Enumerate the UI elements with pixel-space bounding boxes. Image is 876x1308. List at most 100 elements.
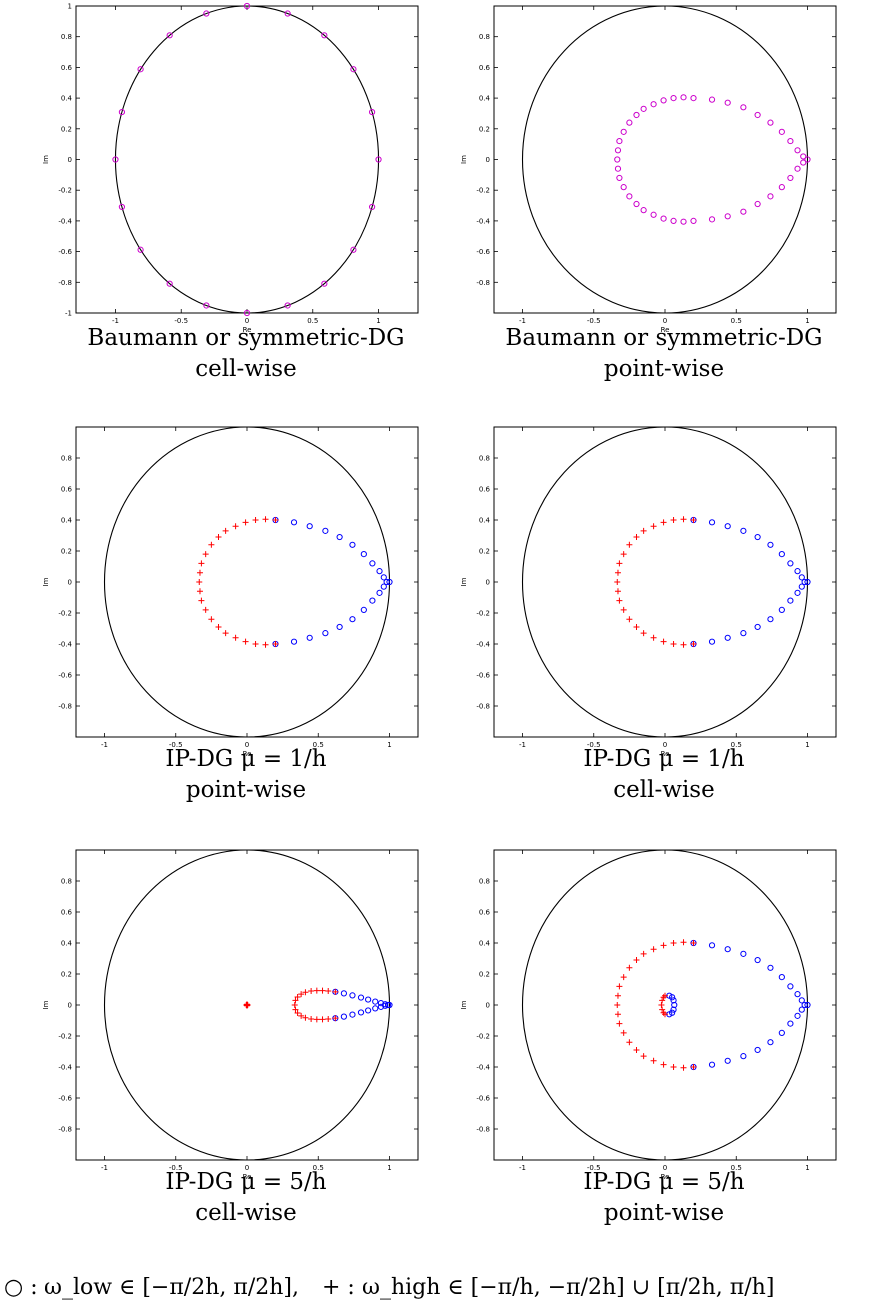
x-axis-label: Re — [243, 326, 252, 334]
plus-point — [690, 641, 697, 647]
plus-point — [662, 992, 668, 999]
legend: ○ : ω_low ∈ [−π/2h, π/2h], + : ω_high ∈ … — [4, 1275, 774, 1300]
plus-point — [670, 517, 677, 523]
x-axis-label: Re — [243, 750, 252, 758]
y-tick-label: 0 — [486, 156, 490, 164]
plus-point — [196, 569, 203, 576]
circle-point — [787, 174, 794, 182]
y-tick-label: 0.2 — [61, 548, 72, 556]
circle-point — [382, 1002, 389, 1009]
circle-point — [740, 104, 747, 111]
plus-point — [244, 1002, 250, 1008]
plus-point — [325, 1015, 332, 1022]
plus-point — [670, 940, 677, 946]
circle-point — [372, 998, 379, 1005]
high-frequency-series — [196, 516, 279, 648]
circle-point — [767, 1039, 774, 1046]
circle-point — [794, 165, 801, 172]
y-axis-label: Im — [42, 155, 50, 164]
plus-point — [215, 623, 222, 630]
circle-point — [377, 1003, 385, 1010]
circle-point — [357, 994, 365, 1001]
y-axis-label: Im — [460, 577, 468, 586]
x-tick-label: 0.5 — [731, 317, 742, 325]
circle-point — [724, 946, 731, 953]
plus-point — [633, 534, 640, 541]
circle-point — [616, 137, 623, 145]
circle-point — [633, 200, 640, 208]
circle-point — [660, 215, 667, 222]
circle-point — [322, 527, 329, 534]
circle-point — [118, 108, 126, 116]
plus-point — [626, 541, 633, 548]
circle-point — [708, 638, 716, 645]
circle-point — [754, 623, 761, 631]
plus-point — [198, 560, 205, 567]
circle-point — [787, 597, 794, 604]
circle-point — [800, 153, 807, 160]
circle-point — [626, 119, 633, 126]
plus-point — [680, 641, 687, 648]
panel-caption-mode: point-wise — [604, 1200, 724, 1226]
plus-point — [272, 641, 279, 647]
circle-point — [112, 156, 119, 163]
circle-point — [660, 97, 667, 104]
x-tick-label: 0.5 — [313, 1164, 324, 1172]
plus-point — [659, 997, 666, 1004]
circle-point — [614, 165, 622, 172]
x-tick-label: 0.5 — [731, 741, 742, 749]
y-tick-label: 0.4 — [61, 940, 73, 948]
circle-point — [801, 1001, 808, 1009]
y-tick-label: -0.8 — [58, 279, 72, 287]
legend-circle-symbol: ○ : — [4, 1275, 38, 1300]
x-tick-label: -1 — [519, 741, 526, 749]
circle-point — [708, 216, 716, 223]
low-frequency-series — [690, 516, 811, 648]
circle-point — [614, 156, 621, 163]
circle-point — [620, 128, 627, 135]
y-tick-label: 0 — [68, 579, 72, 587]
plus-point — [272, 517, 279, 523]
circle-point — [740, 950, 747, 957]
circle-point — [640, 105, 647, 112]
plus-point — [650, 523, 657, 530]
plus-point — [232, 634, 239, 641]
circle-point — [349, 1011, 356, 1018]
x-tick-label: -1 — [101, 741, 108, 749]
low-frequency-series — [332, 988, 393, 1022]
x-tick-label: 1 — [376, 317, 380, 325]
plus-point — [626, 1039, 633, 1046]
circle-point — [724, 523, 731, 530]
circle-point — [616, 174, 623, 182]
panel-4: -1 -0.5 0 0.5 1 -0.8 -0.6 -0.4 -0.2 0 0.2 0.4 0.6 0.8… — [460, 426, 837, 803]
x-axis-label: Re — [661, 1173, 670, 1181]
y-tick-label: 0 — [68, 156, 72, 164]
panel-3: -1 -0.5 0 0.5 1 -0.8 -0.6 -0.4 -0.2 0 0.2 0.4 0.6 0.8… — [42, 426, 419, 803]
circle-point — [778, 606, 785, 614]
circle-point — [670, 217, 677, 224]
plus-point — [616, 597, 623, 604]
circle-point — [340, 1013, 347, 1020]
unit-circle — [103, 426, 391, 738]
y-tick-label: 0.4 — [61, 95, 73, 103]
circle-point — [798, 583, 805, 590]
plus-point — [614, 588, 621, 595]
circle-point — [243, 309, 251, 317]
circle-point — [787, 1020, 794, 1027]
circle-point — [360, 606, 367, 614]
plus-point — [302, 1014, 309, 1021]
circle-point — [680, 94, 687, 101]
plus-point — [614, 1002, 621, 1008]
circle-point — [166, 32, 173, 39]
y-tick-label: 1 — [68, 3, 72, 11]
plus-point — [659, 1006, 666, 1013]
y-tick-label: 0.6 — [479, 64, 491, 72]
y-tick-label: -0.4 — [476, 641, 490, 649]
y-tick-label: 0.2 — [479, 548, 490, 556]
plot-frame — [75, 5, 419, 314]
circle-point — [357, 1009, 365, 1016]
y-tick-label: 0.2 — [61, 125, 72, 133]
circle-point — [290, 638, 298, 645]
circle-point — [740, 630, 747, 637]
y-tick-label: 0.8 — [479, 878, 490, 886]
